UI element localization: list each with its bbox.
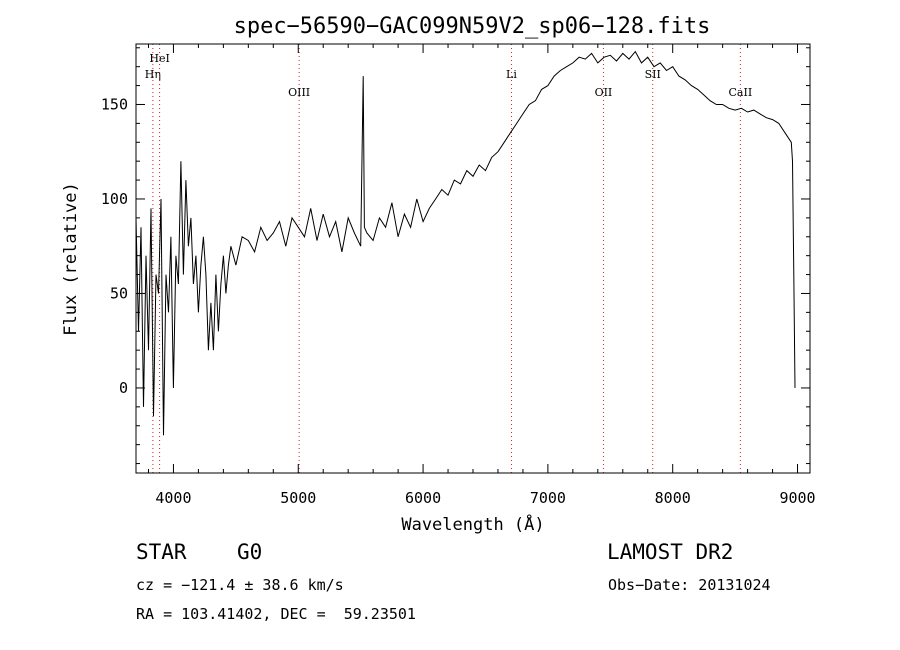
x-tick-label: 7000 xyxy=(530,489,566,507)
y-tick-label: 50 xyxy=(110,284,128,302)
marker-label: OII xyxy=(595,86,613,99)
x-tick-label: 6000 xyxy=(405,489,441,507)
obs-date: Obs−Date: 20131024 xyxy=(608,576,771,594)
axes: 4000 5000 6000 7000 8000 9000 0 50 100 150 xyxy=(101,44,816,507)
chart-title: spec−56590−GAC099N59V2_sp06−128.fits xyxy=(234,14,711,39)
velocity-text: cz = −121.4 ± 38.6 km/s xyxy=(136,576,344,594)
x-tick-label: 4000 xyxy=(155,489,191,507)
coordinates: RA = 103.41402, DEC = 59.23501 xyxy=(136,605,416,623)
y-tick-label: 100 xyxy=(101,190,128,208)
survey-name: LAMOST DR2 xyxy=(607,540,734,564)
object-type: STAR xyxy=(136,540,187,564)
x-tick-label: 9000 xyxy=(779,489,815,507)
series-layer xyxy=(135,50,796,436)
marker-label: Li xyxy=(506,68,517,81)
marker-label: SII xyxy=(645,68,661,81)
x-tick-label: 8000 xyxy=(655,489,691,507)
x-tick-label: 5000 xyxy=(280,489,316,507)
marker-label: OIII xyxy=(288,86,310,99)
x-axis-label: Wavelength (Å) xyxy=(401,513,544,535)
marker-label: CaII xyxy=(729,86,753,99)
y-tick-label: 150 xyxy=(101,95,128,113)
line-markers: Hη HeI OIII Li OII SII CaII xyxy=(145,44,752,473)
subclass: G0 xyxy=(237,540,263,564)
y-axis-label: Flux (relative) xyxy=(61,182,81,336)
marker-label: Hη xyxy=(145,68,161,81)
spectrum-line xyxy=(135,50,796,436)
marker-label: HeI xyxy=(149,52,169,65)
y-tick-label: 0 xyxy=(119,379,128,397)
